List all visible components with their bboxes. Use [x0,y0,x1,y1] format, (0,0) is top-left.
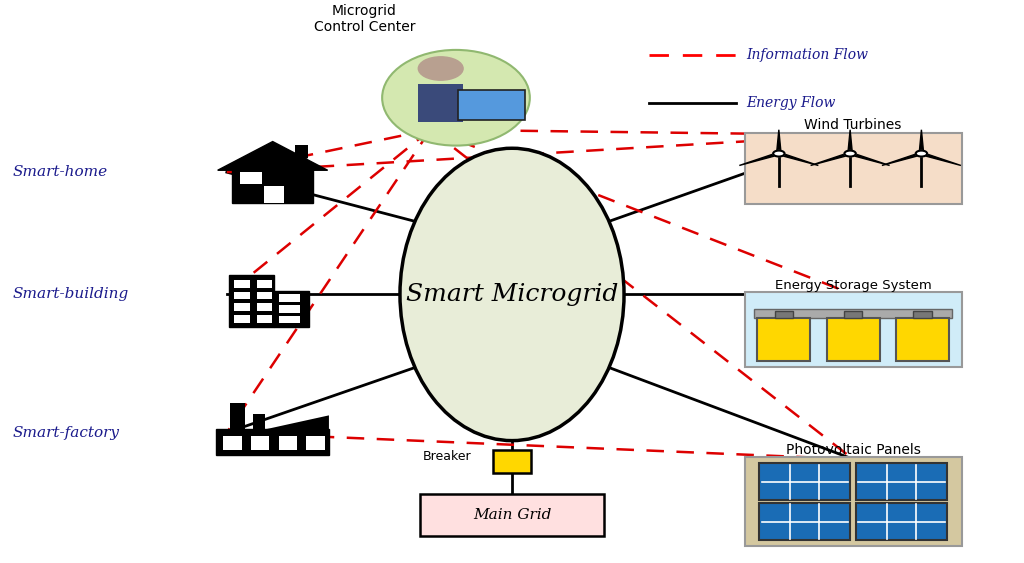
Polygon shape [218,141,328,170]
Text: Breaker: Breaker [423,450,471,463]
Polygon shape [240,172,262,184]
Polygon shape [777,153,818,166]
Polygon shape [306,436,325,450]
Polygon shape [274,291,309,327]
Polygon shape [280,305,300,312]
Polygon shape [739,153,780,166]
Polygon shape [295,145,308,164]
Polygon shape [882,153,923,166]
Text: Smart-building: Smart-building [13,288,129,301]
FancyBboxPatch shape [744,133,962,204]
Polygon shape [848,129,852,154]
Polygon shape [257,280,272,288]
Polygon shape [280,294,300,302]
FancyBboxPatch shape [744,292,962,368]
Text: Smart-home: Smart-home [13,165,109,179]
Ellipse shape [382,50,529,146]
Text: Microgrid
Control Center: Microgrid Control Center [313,4,415,34]
Polygon shape [232,168,313,203]
Polygon shape [849,153,890,166]
Polygon shape [279,436,297,450]
FancyBboxPatch shape [760,503,850,540]
Text: Energy Flow: Energy Flow [746,96,836,110]
Circle shape [773,150,784,157]
FancyBboxPatch shape [775,311,794,318]
Polygon shape [266,415,329,429]
FancyBboxPatch shape [760,463,850,500]
Circle shape [418,57,463,80]
Polygon shape [234,303,250,311]
FancyBboxPatch shape [913,311,932,318]
Polygon shape [257,303,272,311]
FancyBboxPatch shape [826,318,880,361]
Polygon shape [234,292,250,300]
Polygon shape [223,436,242,450]
Polygon shape [251,436,269,450]
Polygon shape [264,186,284,203]
FancyBboxPatch shape [856,463,947,500]
Text: Main Grid: Main Grid [473,508,551,522]
Polygon shape [811,153,851,166]
FancyBboxPatch shape [744,457,962,547]
Polygon shape [418,84,463,122]
Polygon shape [921,153,961,166]
Polygon shape [234,280,250,288]
Text: Smart Microgrid: Smart Microgrid [406,283,618,306]
Polygon shape [229,275,274,327]
Circle shape [845,150,856,157]
Text: Wind Turbines: Wind Turbines [805,118,902,132]
Text: Information Flow: Information Flow [746,48,868,62]
Polygon shape [229,403,245,429]
Text: Smart-factory: Smart-factory [13,426,120,440]
FancyBboxPatch shape [896,318,949,361]
Polygon shape [257,292,272,300]
Polygon shape [234,315,250,323]
FancyBboxPatch shape [758,318,810,361]
Circle shape [915,150,927,157]
Polygon shape [280,316,300,323]
FancyBboxPatch shape [754,309,952,318]
FancyBboxPatch shape [844,311,862,318]
Polygon shape [920,129,924,154]
FancyBboxPatch shape [493,450,531,472]
Polygon shape [253,414,265,429]
Polygon shape [776,129,781,154]
Polygon shape [216,429,329,455]
Text: Photovoltaic Panels: Photovoltaic Panels [785,443,921,457]
Polygon shape [257,315,272,323]
FancyBboxPatch shape [420,494,604,537]
Ellipse shape [400,148,624,441]
Text: Energy Storage System: Energy Storage System [775,279,932,292]
FancyBboxPatch shape [856,503,947,540]
FancyBboxPatch shape [458,90,525,119]
